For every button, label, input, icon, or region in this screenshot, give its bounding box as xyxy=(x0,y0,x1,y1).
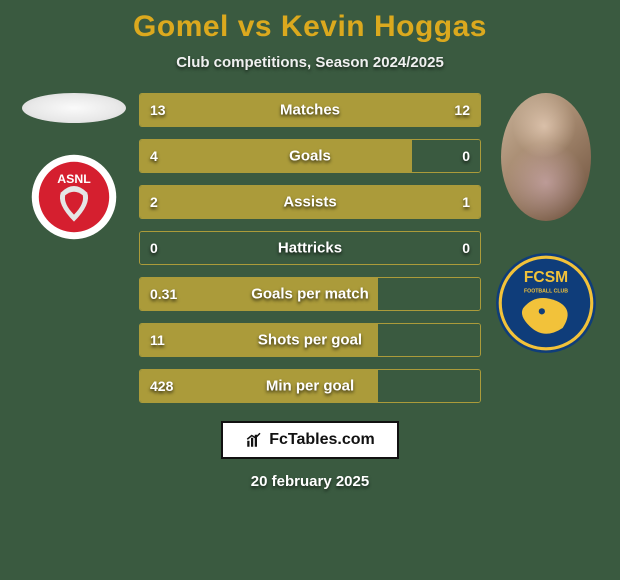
page-title: Gomel vs Kevin Hoggas xyxy=(0,10,620,44)
stat-fill-right xyxy=(368,186,480,218)
stat-fill-gap xyxy=(140,232,480,264)
stat-fill-left xyxy=(140,324,378,356)
stat-fill-gap xyxy=(378,278,480,310)
left-player-portrait xyxy=(22,93,126,123)
page-subtitle: Club competitions, Season 2024/2025 xyxy=(0,54,620,71)
stat-row: Goals40 xyxy=(139,139,481,173)
chart-icon xyxy=(245,431,263,449)
stat-row: Hattricks00 xyxy=(139,231,481,265)
stat-bars: Matches1312 Goals40 Assists21 Hattricks00 Go… xyxy=(139,93,481,403)
right-club-crest: FCSM FOOTBALL CLUB xyxy=(494,251,598,355)
stat-fill-left xyxy=(140,94,317,126)
right-crest-subtext: FOOTBALL CLUB xyxy=(524,289,568,295)
stat-fill-left xyxy=(140,370,378,402)
right-crest-text: FCSM xyxy=(524,269,568,286)
left-club-crest: ASNL xyxy=(30,153,118,241)
main-area: ASNL Matches1312 Goals40 Assists21 Hattrick… xyxy=(0,93,620,403)
stat-row: Assists21 xyxy=(139,185,481,219)
footer: FcTables.com 20 february 2025 xyxy=(0,421,620,490)
stat-fill-gap xyxy=(378,324,480,356)
brand-text: FcTables.com xyxy=(269,431,375,449)
right-player-portrait xyxy=(501,93,591,221)
stat-fill-right xyxy=(317,94,480,126)
footer-date: 20 february 2025 xyxy=(251,473,369,490)
stat-fill-gap xyxy=(378,370,480,402)
stat-fill-gap xyxy=(412,140,480,172)
left-player-column: ASNL xyxy=(17,93,131,241)
stat-fill-left xyxy=(140,186,368,218)
left-crest-text: ASNL xyxy=(57,172,91,186)
stat-row: Matches1312 xyxy=(139,93,481,127)
right-player-column: FCSM FOOTBALL CLUB xyxy=(489,93,603,355)
stat-row: Shots per goal11 xyxy=(139,323,481,357)
stat-fill-left xyxy=(140,140,412,172)
brand-badge: FcTables.com xyxy=(221,421,399,459)
stat-row: Goals per match0.31 xyxy=(139,277,481,311)
comparison-card: Gomel vs Kevin Hoggas Club competitions,… xyxy=(0,0,620,580)
stat-row: Min per goal428 xyxy=(139,369,481,403)
stat-fill-left xyxy=(140,278,378,310)
